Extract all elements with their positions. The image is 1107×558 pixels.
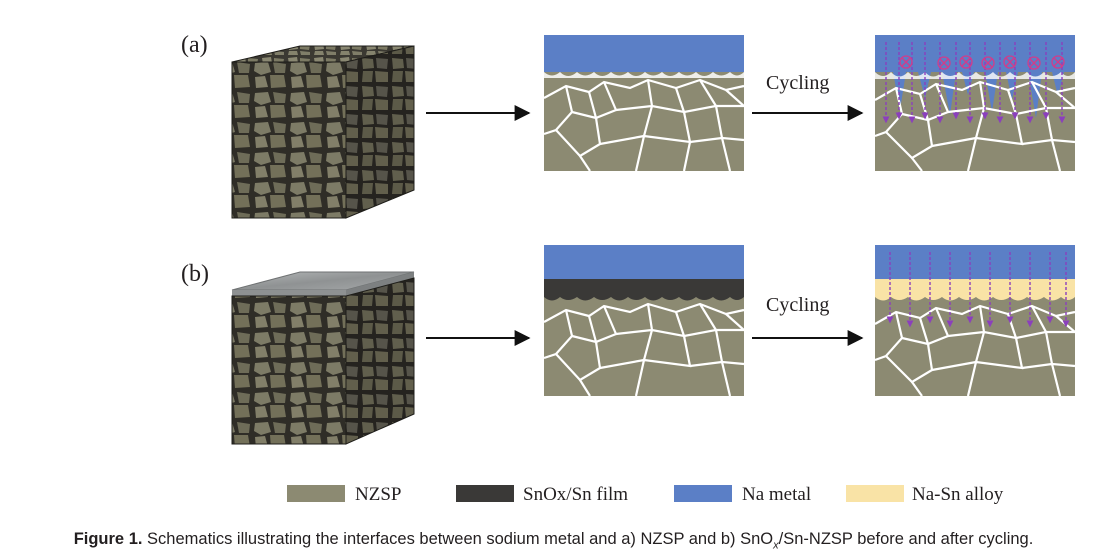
na-flux-arrows-b2	[886, 252, 1070, 328]
void-marker	[981, 56, 995, 70]
legend-label-na-metal: Na metal	[742, 484, 811, 505]
na-metal-layer-b1	[544, 245, 744, 280]
legend-swatch-na-metal	[674, 485, 732, 502]
void-marker	[1003, 55, 1017, 69]
nzsp-block-3d-a	[231, 45, 415, 219]
interface-before-a	[543, 35, 747, 172]
grain-boundaries-a2	[874, 80, 1079, 172]
interface-before-b	[543, 245, 747, 397]
interface-after-a	[874, 35, 1079, 172]
contact-voids-a1	[544, 72, 744, 78]
legend-label-nzsp: NZSP	[355, 484, 401, 505]
caption-text-part-1: Schematics illustrating the interfaces b…	[147, 530, 774, 548]
panel-label-a: (a)	[181, 32, 208, 58]
void-marker	[959, 55, 973, 69]
void-marker	[1027, 56, 1041, 70]
caption-text: Schematics illustrating the interfaces b…	[147, 530, 1034, 552]
legend-swatch-na-sn-alloy	[846, 485, 904, 502]
na-metal-layer-b2	[875, 245, 1075, 280]
na-metal-layer-a1	[544, 35, 744, 72]
legend-swatch-snox-film	[456, 485, 514, 502]
legend-swatch-nzsp	[287, 485, 345, 502]
na-flux-arrows-a2	[882, 42, 1066, 124]
na-sn-alloy-b2	[875, 279, 1075, 301]
legend: NZSP SnOx/Sn film Na metal Na-Sn alloy	[287, 484, 1004, 505]
interface-after-b	[874, 245, 1079, 397]
caption-lead: Figure 1.	[73, 530, 143, 548]
grain-boundaries-b1	[543, 302, 747, 397]
cycling-label-a: Cycling	[766, 72, 829, 94]
caption-subscript: x	[773, 539, 779, 552]
legend-label-na-sn-alloy: Na-Sn alloy	[912, 484, 1004, 505]
panel-label-b: (b)	[181, 261, 209, 287]
grain-boundaries-b2	[874, 304, 1079, 397]
na-metal-layer-a2	[875, 35, 1075, 72]
void-marker	[899, 55, 913, 69]
cycling-label-b: Cycling	[766, 294, 829, 316]
snox-film-b1	[544, 279, 744, 301]
nzsp-block-3d-b	[231, 271, 415, 445]
figure-caption: Figure 1. Schematics illustrating the in…	[0, 530, 1107, 551]
void-markers-a2	[899, 55, 1065, 70]
void-marker	[937, 56, 951, 70]
legend-label-snox-film: SnOx/Sn film	[523, 484, 628, 505]
void-marker	[1051, 55, 1065, 69]
grain-boundaries-a1	[543, 78, 747, 172]
caption-text-part-2: /Sn-NZSP before and after cycling.	[778, 530, 1034, 548]
